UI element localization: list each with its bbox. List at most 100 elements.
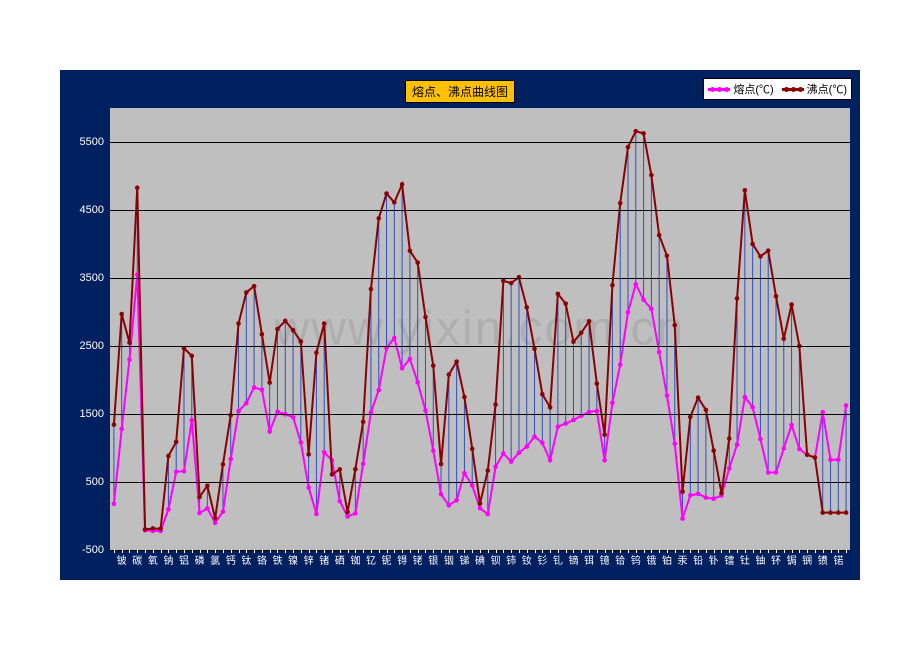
x-axis-label: 铒 xyxy=(584,552,594,567)
x-tick xyxy=(270,550,271,553)
gridline xyxy=(110,346,850,347)
x-tick xyxy=(581,550,582,553)
x-axis-label: 锇 xyxy=(646,552,656,567)
x-tick xyxy=(207,550,208,553)
x-tick xyxy=(129,550,130,553)
x-tick xyxy=(301,550,302,553)
x-axis-label: 锔 xyxy=(787,552,797,567)
chart-title: 熔点、沸点曲线图 xyxy=(405,80,515,103)
x-tick xyxy=(176,550,177,553)
y-axis-label: 1500 xyxy=(80,408,104,420)
x-axis-label: 镄 xyxy=(818,552,828,567)
legend-swatch-boiling xyxy=(782,88,804,91)
x-axis-label: 钋 xyxy=(709,552,719,567)
page: 熔点、沸点曲线图 熔点(℃) 沸点(℃) www.yixin.com.cn -5… xyxy=(0,0,920,651)
x-axis-label: 钆 xyxy=(553,552,563,567)
plot-area: www.yixin.com.cn -5005001500250035004500… xyxy=(110,108,850,550)
y-axis-label: 500 xyxy=(86,476,104,488)
x-tick xyxy=(706,550,707,553)
chart-svg xyxy=(110,108,850,550)
x-axis-label: 磷 xyxy=(195,552,205,567)
x-axis-label: 锑 xyxy=(459,552,469,567)
x-axis-label: 铪 xyxy=(615,552,625,567)
x-axis-label: 铂 xyxy=(662,552,672,567)
legend-item: 熔点(℃) xyxy=(708,81,773,97)
x-axis-label: 银 xyxy=(428,552,438,567)
x-axis-label: 钍 xyxy=(740,552,750,567)
x-axis-label: 铈 xyxy=(506,552,516,567)
x-axis-label: 锗 xyxy=(319,552,329,567)
x-axis-label: 氯 xyxy=(210,552,220,567)
x-axis-label: 镝 xyxy=(568,552,578,567)
x-tick xyxy=(675,550,676,553)
x-tick xyxy=(410,550,411,553)
x-axis-label: 铟 xyxy=(444,552,454,567)
x-axis-label: 铷 xyxy=(350,552,360,567)
x-tick xyxy=(441,550,442,553)
x-axis-label: 锝 xyxy=(397,552,407,567)
x-tick xyxy=(223,550,224,553)
x-axis-label: 铍 xyxy=(117,552,127,567)
x-axis-label: 锌 xyxy=(304,552,314,567)
x-tick xyxy=(488,550,489,553)
y-axis-label: 5500 xyxy=(80,136,104,148)
x-tick xyxy=(831,550,832,553)
x-tick xyxy=(784,550,785,553)
legend-swatch-melting xyxy=(708,88,730,91)
x-axis-label: 钛 xyxy=(241,552,251,567)
x-tick xyxy=(379,550,380,553)
x-axis-label: 钚 xyxy=(771,552,781,567)
y-axis-label: 3500 xyxy=(80,272,104,284)
x-tick xyxy=(612,550,613,553)
x-axis-label: 铀 xyxy=(755,552,765,567)
gridline xyxy=(110,278,850,279)
y-axis-label: -500 xyxy=(82,544,104,556)
x-tick xyxy=(161,550,162,553)
y-axis-label: 4500 xyxy=(80,204,104,216)
x-tick xyxy=(145,550,146,553)
y-axis-label: 2500 xyxy=(80,340,104,352)
x-axis-label: 铌 xyxy=(382,552,392,567)
x-tick xyxy=(846,550,847,553)
x-axis-label: 铑 xyxy=(413,552,423,567)
x-axis-label: 汞 xyxy=(678,552,688,567)
x-axis-label: 铝 xyxy=(179,552,189,567)
x-axis-label: 锎 xyxy=(802,552,812,567)
x-axis-label: 钙 xyxy=(226,552,236,567)
legend: 熔点(℃) 沸点(℃) xyxy=(703,78,852,100)
x-tick xyxy=(737,550,738,553)
legend-item: 沸点(℃) xyxy=(782,81,847,97)
x-axis-label: 钨 xyxy=(631,552,641,567)
x-axis-label: 钇 xyxy=(366,552,376,567)
chart-frame: 熔点、沸点曲线图 熔点(℃) 沸点(℃) www.yixin.com.cn -5… xyxy=(60,70,860,580)
x-tick xyxy=(550,550,551,553)
x-tick xyxy=(503,550,504,553)
x-axis-label: 硒 xyxy=(335,552,345,567)
x-tick xyxy=(799,550,800,553)
x-tick xyxy=(316,550,317,553)
x-tick xyxy=(753,550,754,553)
x-tick xyxy=(768,550,769,553)
x-axis-label: 碘 xyxy=(475,552,485,567)
gridline xyxy=(110,414,850,415)
x-tick xyxy=(690,550,691,553)
x-axis-label: 锘 xyxy=(833,552,843,567)
x-tick xyxy=(192,550,193,553)
x-axis-label: 钕 xyxy=(522,552,532,567)
gridline xyxy=(110,482,850,483)
x-axis-label: 铁 xyxy=(272,552,282,567)
x-tick xyxy=(644,550,645,553)
x-axis-label: 氧 xyxy=(148,552,158,567)
legend-label: 熔点(℃) xyxy=(733,81,773,97)
x-tick xyxy=(566,550,567,553)
x-tick xyxy=(519,550,520,553)
x-axis-label: 铬 xyxy=(257,552,267,567)
x-axis-label: 钠 xyxy=(163,552,173,567)
gridline xyxy=(110,210,850,211)
x-tick xyxy=(457,550,458,553)
x-axis-label: 钐 xyxy=(537,552,547,567)
x-tick xyxy=(332,550,333,553)
x-tick xyxy=(114,550,115,553)
x-axis-label: 镍 xyxy=(288,552,298,567)
x-tick xyxy=(239,550,240,553)
